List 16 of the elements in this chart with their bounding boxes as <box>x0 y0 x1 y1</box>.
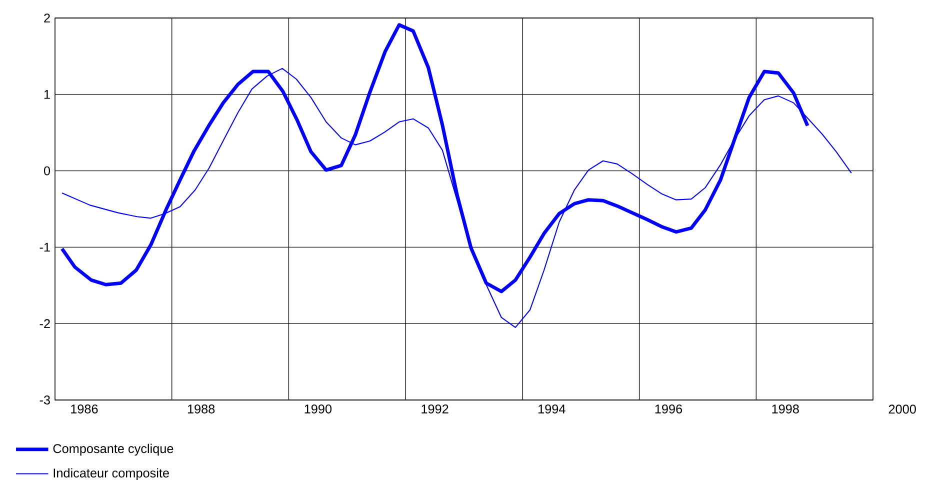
x-tick-label: 1996 <box>655 404 682 414</box>
x-tick-label: 1990 <box>304 404 332 414</box>
y-tick-label: -2 <box>40 319 50 328</box>
text: 2000 <box>888 404 916 414</box>
legend-label: Indicateur composite <box>54 468 169 480</box>
y-tick-label: 1 <box>44 90 50 99</box>
x-tick-label: 1988 <box>188 404 215 414</box>
y-tick-label: -3 <box>40 396 50 404</box>
legend-label: Composante cyclique <box>53 444 174 456</box>
x-tick-label: 1992 <box>422 404 448 414</box>
x-tick-label: 1986 <box>71 404 98 414</box>
y-tick-label: 2 <box>44 14 50 22</box>
x-tick-label: 1998 <box>772 404 799 414</box>
y-tick-label: -1 <box>40 242 50 252</box>
y-tick-label: 0 <box>44 166 50 176</box>
x-tick-label: 1994 <box>538 404 566 414</box>
